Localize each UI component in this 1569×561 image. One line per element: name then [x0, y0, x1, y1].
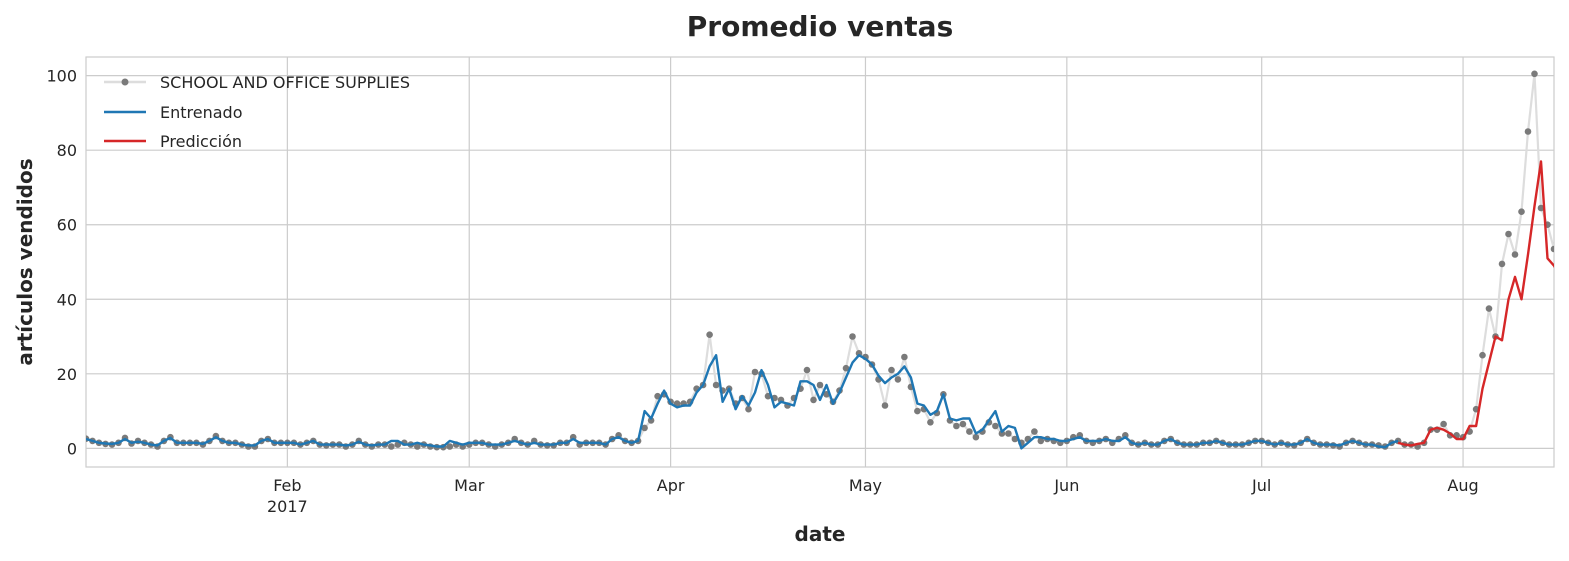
y-axis-label: artículos vendidos	[13, 158, 37, 365]
data-point-school-and-office-supplies	[1037, 437, 1045, 445]
data-point-school-and-office-supplies	[745, 405, 752, 413]
data-point-school-and-office-supplies	[1005, 430, 1012, 437]
data-point-school-and-office-supplies	[849, 333, 856, 340]
data-point-school-and-office-supplies	[1524, 128, 1532, 135]
y-tick-label: 100	[46, 67, 77, 86]
data-point-school-and-office-supplies	[1505, 230, 1512, 238]
y-tick-label: 20	[57, 365, 77, 384]
data-point-school-and-office-supplies	[810, 396, 817, 404]
series-line-prediccion	[1397, 160, 1554, 447]
data-point-school-and-office-supplies	[914, 407, 921, 415]
chart-title: Promedio ventas	[687, 10, 953, 43]
data-point-school-and-office-supplies	[1537, 204, 1545, 212]
data-point-school-and-office-supplies	[901, 353, 908, 361]
data-point-school-and-office-supplies	[1011, 435, 1019, 443]
data-point-school-and-office-supplies	[881, 402, 889, 409]
data-point-school-and-office-supplies	[992, 422, 999, 430]
data-point-school-and-office-supplies	[751, 368, 759, 376]
x-tick-label: Jun	[1053, 476, 1079, 495]
plot-area-frame	[85, 56, 1555, 468]
legend: SCHOOL AND OFFICE SUPPLIES Entrenado Pre…	[104, 73, 410, 151]
data-point-school-and-office-supplies	[966, 428, 973, 435]
data-point-school-and-office-supplies	[388, 443, 395, 450]
data-point-school-and-office-supplies	[959, 420, 967, 428]
data-point-school-and-office-supplies	[1550, 245, 1554, 253]
data-point-school-and-office-supplies	[816, 381, 824, 389]
series-line-entrenado	[86, 354, 1399, 450]
data-point-school-and-office-supplies	[1440, 420, 1447, 428]
x-tick-sublabel: 2017	[267, 497, 308, 516]
data-point-school-and-office-supplies	[842, 364, 850, 372]
series-layer	[86, 70, 1569, 451]
data-point-school-and-office-supplies	[894, 376, 902, 383]
y-tick-label: 60	[57, 216, 77, 235]
data-point-school-and-office-supplies	[647, 417, 655, 424]
data-point-school-and-office-supplies	[927, 419, 934, 426]
legend-item-entrenado: Entrenado	[104, 103, 242, 122]
x-tick-label: Jul	[1251, 476, 1271, 495]
y-tick-label: 80	[57, 141, 77, 160]
data-point-school-and-office-supplies	[1479, 351, 1486, 359]
data-point-school-and-office-supplies	[1564, 203, 1569, 210]
data-point-school-and-office-supplies	[998, 430, 1006, 437]
data-point-school-and-office-supplies	[712, 381, 720, 389]
data-point-school-and-office-supplies	[1031, 428, 1038, 435]
data-point-school-and-office-supplies	[1557, 285, 1564, 292]
data-point-school-and-office-supplies	[1485, 305, 1493, 312]
data-point-school-and-office-supplies	[706, 331, 713, 339]
y-axis-ticks: 0 20 40 60 80 100	[46, 67, 77, 459]
data-point-school-and-office-supplies	[888, 366, 895, 374]
x-tick-label: Apr	[657, 476, 685, 495]
data-point-school-and-office-supplies	[414, 443, 421, 450]
legend-label-entrenado: Entrenado	[160, 103, 242, 122]
data-point-school-and-office-supplies	[641, 424, 648, 432]
legend-marker-school-supplies	[121, 78, 129, 86]
x-tick-label: Feb	[273, 476, 301, 495]
data-point-school-and-office-supplies	[972, 433, 980, 441]
legend-label-prediccion: Predicción	[160, 132, 242, 151]
grid-lines	[86, 57, 1554, 467]
data-point-school-and-office-supplies	[1518, 208, 1525, 215]
legend-item-prediccion: Predicción	[104, 132, 242, 151]
data-point-school-and-office-supplies	[446, 443, 454, 450]
data-point-school-and-office-supplies	[1498, 260, 1506, 268]
y-tick-label: 40	[57, 290, 77, 309]
plot-marks	[86, 70, 1569, 451]
data-point-school-and-office-supplies	[803, 366, 811, 374]
legend-label-school-supplies: SCHOOL AND OFFICE SUPPLIES	[160, 73, 410, 92]
y-tick-label: 0	[67, 439, 77, 458]
data-point-school-and-office-supplies	[953, 422, 960, 430]
data-point-school-and-office-supplies	[1531, 70, 1538, 78]
data-point-school-and-office-supplies	[1511, 251, 1519, 258]
x-axis-label: date	[795, 522, 846, 546]
x-tick-label: May	[849, 476, 882, 495]
x-tick-label: Aug	[1447, 476, 1478, 495]
x-axis-ticks: Feb 2017 Mar Apr May Jun Jul Aug	[267, 476, 1479, 516]
legend-item-school-supplies: SCHOOL AND OFFICE SUPPLIES	[104, 73, 410, 92]
x-tick-label: Mar	[454, 476, 485, 495]
